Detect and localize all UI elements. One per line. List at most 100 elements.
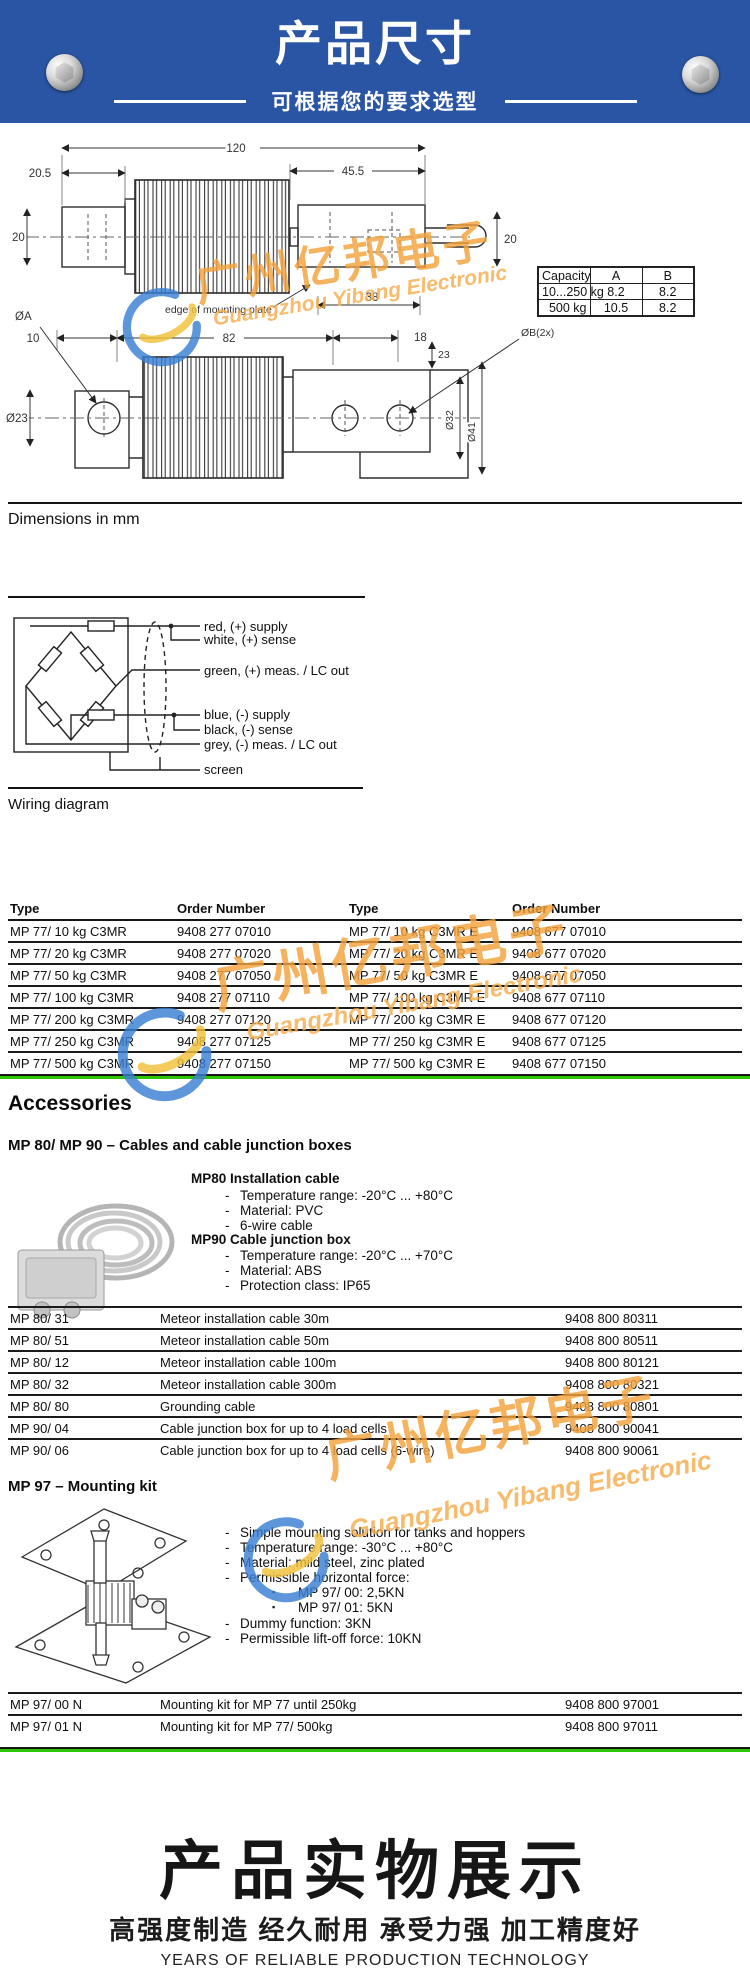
table-cell: 9408 800 97001 xyxy=(565,1696,659,1712)
table-row: MP 77/ 500 kg C3MR 9408 277 07150 MP 77/ 5… xyxy=(8,1052,742,1073)
table-cell: 9408 800 80311 xyxy=(565,1310,659,1326)
table-cell: MP 77/ 20 kg C3MR xyxy=(10,945,127,961)
table-cell: 9408 277 07150 xyxy=(177,1055,271,1071)
table-cell: Meteor installation cable 300m xyxy=(160,1376,337,1392)
table-cell: 9408 800 90061 xyxy=(565,1442,659,1458)
centerlines xyxy=(20,236,480,419)
dim-dia-41: Ø41 xyxy=(466,422,478,442)
order-table: Type Order Number Type Order Number MP 7… xyxy=(8,898,742,1073)
table-cell: Cable junction box for up to 4 load cell… xyxy=(160,1442,435,1458)
header-subtitle-row: 可根据您的要求选型 xyxy=(0,86,750,116)
mounting-kit-table: MP 97/ 00 N Mounting kit for MP 77 until … xyxy=(8,1692,742,1736)
dim-18: 18 xyxy=(414,332,427,344)
order-table-header: Type xyxy=(8,898,175,921)
table-row: MP 80/ 32 Meteor installation cable 300m 9… xyxy=(8,1373,742,1395)
table-row: MP 90/ 04 Cable junction box for up to 4 … xyxy=(8,1417,742,1439)
capacity-col-header: Capacity xyxy=(537,266,591,284)
table-row: MP 77/ 200 kg C3MR 9408 277 07120 MP 77/ 2… xyxy=(8,1008,742,1030)
table-cell: MP 77/ 250 kg C3MR E xyxy=(349,1033,486,1049)
dim-82: 82 xyxy=(223,333,236,345)
dim-left-offset: 20.5 xyxy=(29,168,51,180)
mp90-spec: Protection class: IP65 xyxy=(225,1278,371,1293)
screw-icon xyxy=(46,54,83,91)
subtitle-line xyxy=(113,99,246,103)
table-cell: MP 77/ 50 kg C3MR E xyxy=(349,967,479,983)
order-table-header: Order Number xyxy=(510,898,742,921)
mounting-spec: Permissible horizontal force: xyxy=(225,1570,410,1585)
mounting-subspec: MP 97/ 00: 2,5KN xyxy=(272,1585,404,1600)
table-cell: 9408 677 07010 xyxy=(512,923,606,939)
wire-label-blue: blue, (-) supply xyxy=(204,707,290,722)
table-row: 10...250 kg 8.2 8.2 xyxy=(537,283,695,300)
mp80-spec: Temperature range: -20°C ... +80°C xyxy=(225,1188,453,1203)
table-row: MP 77/ 100 kg C3MR 9408 277 07110 MP 77/ 1… xyxy=(8,986,742,1008)
page-title: 产品尺寸 xyxy=(275,17,475,70)
table-cell: MP 77/ 10 kg C3MR xyxy=(10,923,127,939)
table-cell: MP 90/ 06 xyxy=(10,1442,70,1458)
table-cell: 9408 677 07110 xyxy=(512,989,606,1005)
dim-dia-a: ØA xyxy=(15,311,32,323)
table-row: MP 80/ 12 Meteor installation cable 100m 9… xyxy=(8,1351,742,1373)
table-cell: 9408 677 07120 xyxy=(512,1011,606,1027)
footer-title: 产品实物展示 xyxy=(159,1835,591,1907)
table-cell: MP 90/ 04 xyxy=(10,1420,70,1436)
dim-right-offset: 45.5 xyxy=(342,166,364,178)
mounting-spec: Simple mounting solution for tanks and h… xyxy=(225,1525,525,1540)
subtitle-line xyxy=(504,99,637,103)
table-row: 500 kg 10.5 8.2 xyxy=(537,299,695,317)
table-cell: MP 77/ 500 kg C3MR xyxy=(10,1055,135,1071)
table-cell: MP 80/ 32 xyxy=(10,1376,70,1392)
footer-subtitle: 高强度制造 经久耐用 承受力强 加工精度好 xyxy=(109,1915,641,1945)
table-cell: 9408 277 07125 xyxy=(177,1033,271,1049)
table-cell: MP 77/ 10 kg C3MR E xyxy=(349,923,479,939)
table-cell: Mounting kit for MP 77/ 500kg xyxy=(160,1718,333,1734)
table-cell: MP 77/ 250 kg C3MR xyxy=(10,1033,135,1049)
wire-label-red: red, (+) supply xyxy=(204,619,288,634)
table-row: MP 80/ 31 Meteor installation cable 30m 94… xyxy=(8,1307,742,1329)
table-cell: 10.5 xyxy=(589,299,643,317)
table-cell: 8.2 xyxy=(641,283,695,300)
mounting-spec: Permissible lift-off force: 10KN xyxy=(225,1631,421,1646)
table-row: MP 77/ 250 kg C3MR 9408 277 07125 MP 77/ 2… xyxy=(8,1030,742,1052)
table-cell: MP 77/ 200 kg C3MR E xyxy=(349,1011,486,1027)
table-cell: MP 97/ 01 N xyxy=(10,1718,83,1734)
table-cell: 9408 800 90041 xyxy=(565,1420,659,1436)
table-cell: MP 77/ 100 kg C3MR E xyxy=(349,989,486,1005)
mounting-spec: Dummy function: 3KN xyxy=(225,1616,371,1631)
dim-38: 38 xyxy=(366,292,379,304)
cables-heading: MP 80/ MP 90 – Cables and cable junction… xyxy=(8,1137,352,1154)
wire-label-black: black, (-) sense xyxy=(204,722,293,737)
mounting-spec: Temperature range: -30°C ... +80°C xyxy=(225,1540,453,1555)
col-a-header: A xyxy=(589,266,643,284)
mp80-spec: 6-wire cable xyxy=(225,1218,313,1233)
mp90-spec: Material: ABS xyxy=(225,1263,322,1278)
wiring-caption: Wiring diagram xyxy=(8,796,109,813)
table-cell: 9408 277 07120 xyxy=(177,1011,271,1027)
table-cell: MP 77/ 200 kg C3MR xyxy=(10,1011,135,1027)
table-cell: 9408 677 07125 xyxy=(512,1033,606,1049)
table-cell: 9408 677 07150 xyxy=(512,1055,606,1071)
table-cell: Meteor installation cable 30m xyxy=(160,1310,330,1326)
table-cell: MP 80/ 51 xyxy=(10,1332,70,1348)
table-cell: 9408 677 07050 xyxy=(512,967,606,983)
mounting-spec: Material: mild steel, zinc plated xyxy=(225,1555,425,1570)
table-cell: 9408 800 80801 xyxy=(565,1398,659,1414)
wire-label-white: white, (+) sense xyxy=(204,632,297,647)
table-cell: 9408 277 07020 xyxy=(177,945,271,961)
table-cell: 9408 800 80321 xyxy=(565,1376,659,1392)
order-table-header: Order Number xyxy=(175,898,347,921)
dim-height-left: 20 xyxy=(12,232,25,244)
dim-dia-32: Ø32 xyxy=(444,410,456,430)
table-cell: MP 80/ 31 xyxy=(10,1310,70,1326)
table-cell: MP 77/ 100 kg C3MR xyxy=(10,989,135,1005)
order-table-header: Type xyxy=(347,898,510,921)
dim-10: 10 xyxy=(27,333,40,345)
table-cell: 8.2 xyxy=(589,283,643,300)
dimension-drawing: 120 20.5 45.5 20 20 edge of mounting pla… xyxy=(4,141,556,479)
dimension-lines xyxy=(23,144,520,475)
table-cell: MP 77/ 500 kg C3MR E xyxy=(349,1055,486,1071)
mp80-label: MP80 Installation cable xyxy=(191,1171,340,1186)
dim-dia-b: ØB(2x) xyxy=(521,327,554,339)
mp80-spec: Material: PVC xyxy=(225,1203,323,1218)
